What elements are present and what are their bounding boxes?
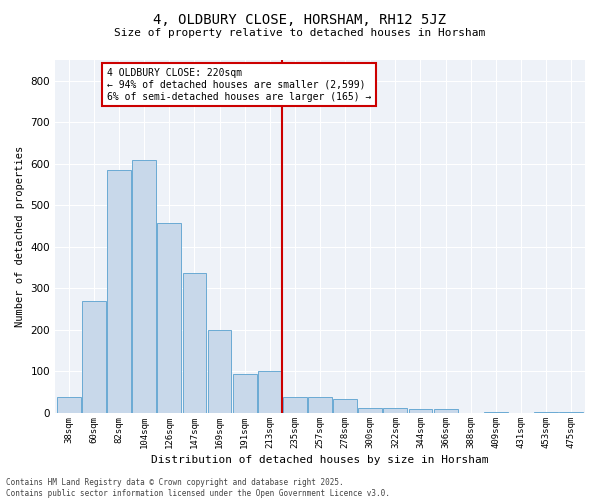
Text: Size of property relative to detached houses in Horsham: Size of property relative to detached ho… xyxy=(115,28,485,38)
Text: Contains HM Land Registry data © Crown copyright and database right 2025.
Contai: Contains HM Land Registry data © Crown c… xyxy=(6,478,390,498)
Bar xyxy=(157,223,181,413)
Bar xyxy=(82,301,106,413)
Bar xyxy=(208,330,232,413)
X-axis label: Distribution of detached houses by size in Horsham: Distribution of detached houses by size … xyxy=(151,455,489,465)
Bar xyxy=(358,408,382,413)
Bar xyxy=(132,160,156,413)
Bar xyxy=(233,374,257,413)
Bar xyxy=(534,412,558,413)
Bar xyxy=(484,412,508,413)
Bar xyxy=(383,408,407,413)
Bar xyxy=(57,397,81,413)
Text: 4, OLDBURY CLOSE, HORSHAM, RH12 5JZ: 4, OLDBURY CLOSE, HORSHAM, RH12 5JZ xyxy=(154,12,446,26)
Bar xyxy=(409,409,433,413)
Text: 4 OLDBURY CLOSE: 220sqm
← 94% of detached houses are smaller (2,599)
6% of semi-: 4 OLDBURY CLOSE: 220sqm ← 94% of detache… xyxy=(107,68,371,102)
Bar xyxy=(333,400,357,413)
Bar xyxy=(283,397,307,413)
Bar xyxy=(107,170,131,413)
Bar xyxy=(434,409,458,413)
Bar xyxy=(559,412,583,413)
Y-axis label: Number of detached properties: Number of detached properties xyxy=(15,146,25,327)
Bar xyxy=(308,397,332,413)
Bar xyxy=(182,273,206,413)
Bar xyxy=(258,371,282,413)
